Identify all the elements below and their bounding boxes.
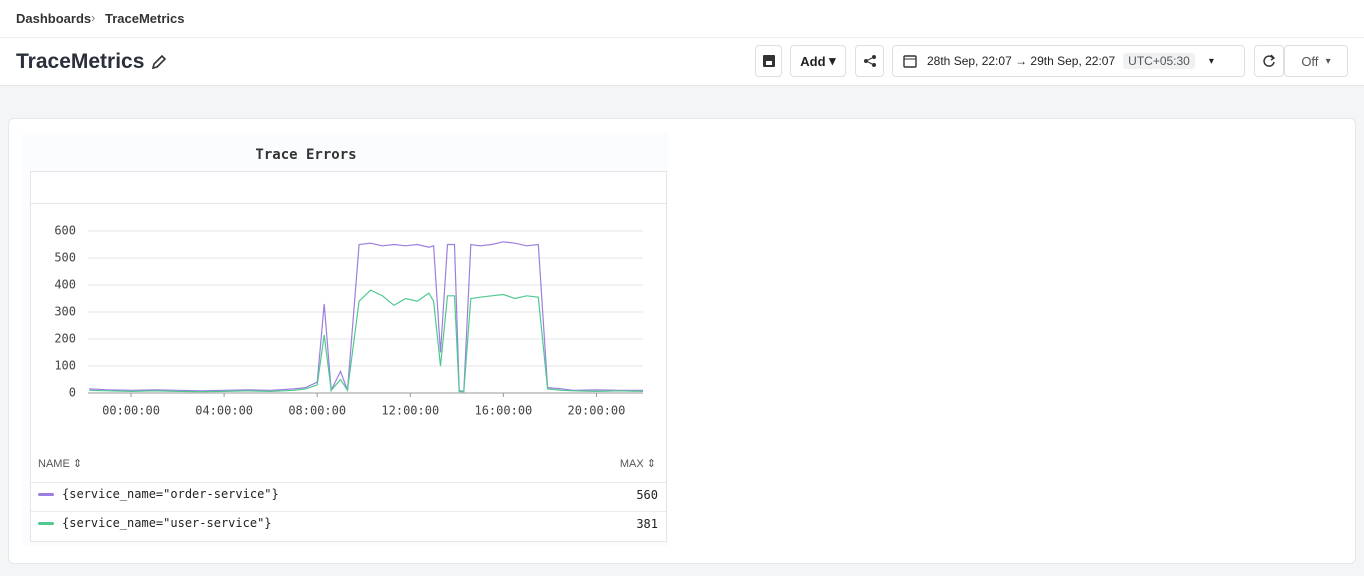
add-label: Add xyxy=(800,53,826,69)
legend-swatch xyxy=(38,522,54,525)
add-button[interactable]: Add ▾ xyxy=(790,45,846,77)
breadcrumb-item[interactable]: Dashboards xyxy=(16,11,92,26)
column-header-name: NAME xyxy=(38,458,70,470)
y-tick-label: 300 xyxy=(54,305,76,319)
legend-swatch xyxy=(38,493,54,496)
x-tick-label: 08:00:00 xyxy=(288,404,346,418)
breadcrumb-separator: › xyxy=(91,10,96,25)
refresh-label: Off xyxy=(1301,53,1319,69)
column-header[interactable]: MAX ⇕ xyxy=(619,458,656,470)
divider xyxy=(30,203,667,204)
y-tick-label: 400 xyxy=(54,278,76,292)
x-tick-label: 16:00:00 xyxy=(474,404,532,418)
time-range: 28th Sep, 22:07 → 29th Sep, 22:07 xyxy=(927,54,1116,68)
legend-label[interactable]: {service_name="user-service"} xyxy=(62,516,272,530)
x-tick-label: 00:00:00 xyxy=(102,404,160,418)
y-tick-label: 0 xyxy=(69,386,76,400)
legend-table: NAME ⇕ MAX ⇕ {service_name="order-servic… xyxy=(31,447,666,541)
refresh-button[interactable] xyxy=(1254,45,1284,77)
y-tick-label: 600 xyxy=(54,224,76,238)
x-tick-label: 12:00:00 xyxy=(381,404,439,418)
x-tick-label: 04:00:00 xyxy=(195,404,253,418)
series-line xyxy=(89,241,643,393)
y-tick-label: 200 xyxy=(54,332,76,346)
dropdown-caret: ▾ xyxy=(1208,55,1214,67)
dashboard-title: TraceMetrics xyxy=(16,50,145,73)
breadcrumb-item[interactable]: TraceMetrics xyxy=(105,11,185,26)
column-header[interactable]: NAME ⇕ xyxy=(38,458,83,470)
divider xyxy=(0,37,1364,38)
divider xyxy=(31,482,666,483)
time-range-picker[interactable]: 28th Sep, 22:07 → 29th Sep, 22:07 UTC+05… xyxy=(892,45,1245,77)
save-button[interactable] xyxy=(755,45,782,77)
chart: 0 100 200 300 400 500 600 00:00:00 04:00:00 08:00… xyxy=(54,224,644,418)
series-line xyxy=(89,289,644,393)
share-button[interactable] xyxy=(855,45,884,77)
refresh-interval[interactable]: Off ▾ xyxy=(1284,45,1348,77)
x-tick-label: 20:00:00 xyxy=(568,404,626,418)
y-tick-label: 500 xyxy=(54,251,76,265)
panel-title: Trace Errors xyxy=(255,147,357,163)
max-value: 381 xyxy=(636,517,658,531)
max-value: 560 xyxy=(636,488,658,502)
divider xyxy=(31,511,666,512)
legend-label[interactable]: {service_name="order-service"} xyxy=(62,487,279,501)
timezone-badge: UTC+05:30 xyxy=(1123,53,1195,69)
y-tick-label: 100 xyxy=(54,359,76,373)
column-header-max: MAX xyxy=(619,458,644,470)
edit-icon[interactable] xyxy=(151,54,167,70)
